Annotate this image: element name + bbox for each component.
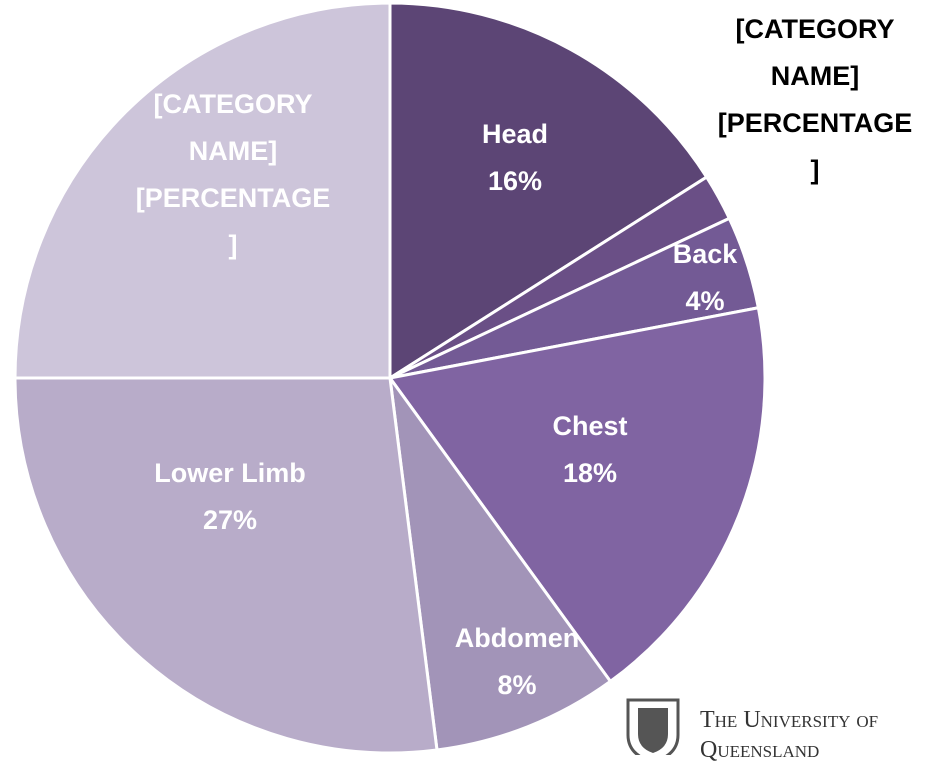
slice-label: [CATEGORY NAME] [PERCENTAGE] [133, 81, 333, 269]
value-label: [PERCENTAGE] [717, 108, 913, 185]
value-label: 16% [487, 166, 543, 196]
slice-label: Chest 18% [490, 403, 690, 497]
category-label: Lower Limb [154, 458, 306, 488]
slice-label: [CATEGORY NAME] [PERCENTAGE] [715, 6, 915, 194]
slice-label: Lower Limb 27% [130, 450, 330, 544]
category-label: Chest [552, 411, 628, 441]
value-label: 18% [562, 458, 618, 488]
crest-fill [638, 708, 668, 753]
slice-label: Back 4% [605, 231, 805, 325]
logo-crest [626, 698, 680, 755]
slice-label: Head 16% [415, 111, 615, 205]
pie-slice [388, 377, 613, 752]
category-label: [CATEGORY NAME] [153, 89, 313, 166]
value-label: [PERCENTAGE] [135, 183, 331, 260]
pie-slice [388, 1, 709, 381]
slice-label: Abdomen 8% [417, 615, 617, 709]
category-label: [CATEGORY NAME] [735, 14, 895, 91]
value-label: 4% [685, 286, 725, 316]
pie-slice [13, 1, 392, 380]
crest-outline [626, 698, 680, 755]
value-label: 8% [497, 670, 537, 700]
category-label: Back [672, 239, 738, 269]
logo-text: The University of Queensland [700, 707, 879, 763]
value-label: 27% [202, 505, 258, 535]
category-label: Abdomen [454, 623, 580, 653]
pie [13, 1, 767, 755]
category-label: Head [481, 119, 549, 149]
pie-slice [13, 376, 439, 755]
pie-slice [387, 305, 767, 684]
